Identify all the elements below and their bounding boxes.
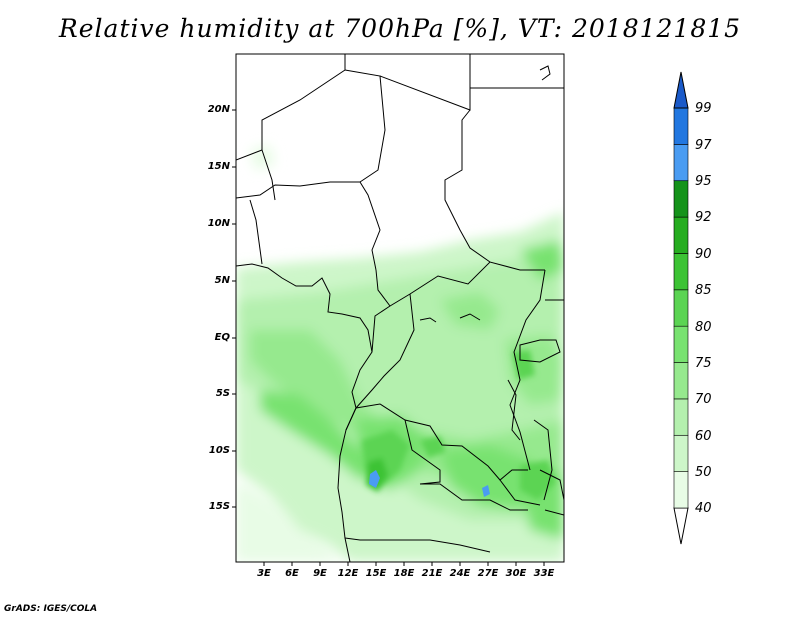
colorbar-segment: [673, 362, 689, 400]
lat-label: 5N: [214, 275, 230, 286]
colorbar-label: 97: [695, 138, 712, 153]
colorbar-label: 60: [695, 429, 712, 444]
lat-label: 10S: [208, 445, 230, 456]
country-borders: [236, 54, 564, 562]
colorbar-segment: [673, 253, 689, 291]
colorbar-segment: [673, 325, 689, 363]
colorbar-segment: [673, 216, 689, 254]
colorbar-label: 80: [695, 320, 712, 335]
colorbar-label: 99: [695, 101, 712, 116]
map-title: Relative humidity at 700hPa [%], VT: 201…: [58, 14, 742, 43]
colorbar-label: 92: [695, 210, 712, 225]
lat-label: EQ: [214, 332, 230, 343]
humidity-field: [236, 54, 564, 562]
colorbar-segment: [673, 71, 689, 109]
lon-label: 9E: [313, 568, 327, 579]
lon-label: 27E: [477, 568, 499, 579]
lon-label: 12E: [337, 568, 359, 579]
colorbar-label: 90: [695, 247, 712, 262]
lon-label: 33E: [533, 568, 555, 579]
colorbar-segment: [673, 289, 689, 327]
colorbar-label: 40: [695, 501, 712, 516]
colorbar-segment: [673, 471, 689, 509]
footer-credit: GrADS: IGES/COLA: [4, 604, 98, 614]
colorbar-segment: [673, 398, 689, 436]
colorbar-segment: [673, 180, 689, 218]
lon-label: 3E: [257, 568, 271, 579]
colorbar-label: 50: [695, 465, 712, 480]
colorbar-label: 75: [695, 356, 712, 371]
colorbar-label: 95: [695, 174, 712, 189]
lat-label: 15S: [208, 501, 230, 512]
lon-label: 30E: [505, 568, 527, 579]
colorbar: [673, 71, 689, 545]
colorbar-label: 85: [695, 283, 712, 298]
colorbar-segment: [673, 144, 689, 182]
lat-label: 15N: [207, 161, 230, 172]
map-frame: [235, 53, 565, 563]
lat-label: 20N: [207, 104, 230, 115]
lon-label: 21E: [421, 568, 443, 579]
lon-label: 24E: [449, 568, 471, 579]
lat-label: 5S: [215, 388, 230, 399]
lat-label: 10N: [207, 218, 230, 229]
colorbar-segment: [673, 107, 689, 145]
colorbar-segment: [673, 434, 689, 472]
lon-label: 6E: [285, 568, 299, 579]
colorbar-label: 70: [695, 392, 712, 407]
colorbar-segment: [673, 507, 689, 545]
axis-ticks: [232, 109, 545, 566]
lon-label: 18E: [393, 568, 415, 579]
lon-label: 15E: [365, 568, 387, 579]
